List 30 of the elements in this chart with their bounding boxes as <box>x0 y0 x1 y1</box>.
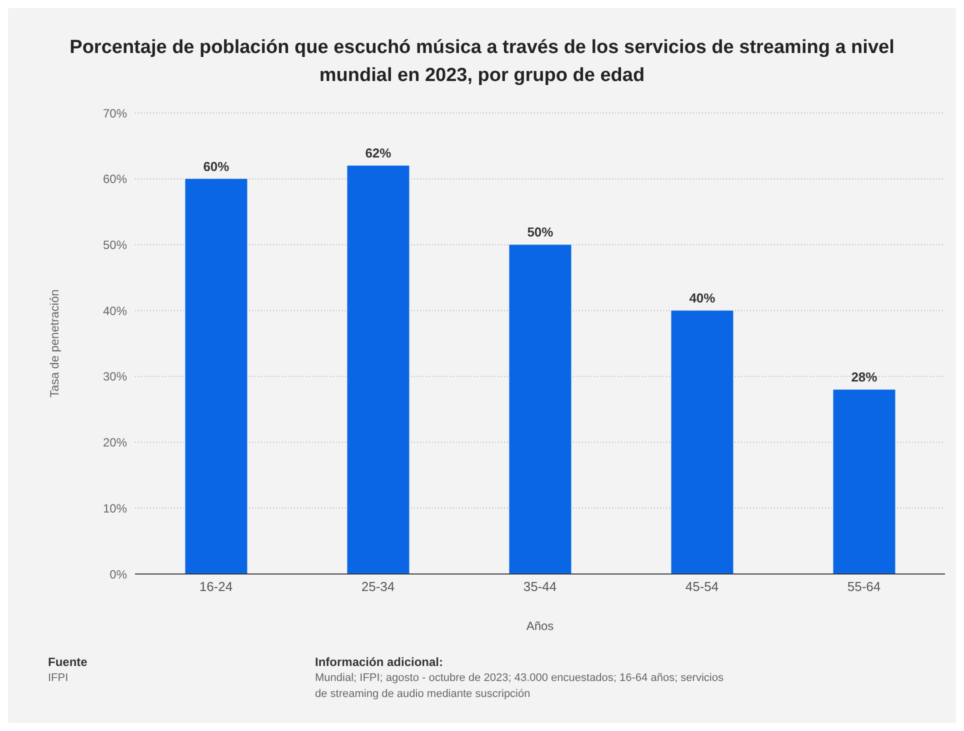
x-tick-label: 16-24 <box>199 579 233 594</box>
x-axis-title: Años <box>526 619 554 633</box>
text: Mundial; IFPI; agosto - octubre de 2023; 43.000 encuestados; 16-64 años; servicios de streaming de audio mediante suscripción <box>315 671 724 702</box>
x-tick-label: 35-44 <box>523 579 557 594</box>
data-label: 50% <box>527 224 554 240</box>
data-label: 28% <box>851 370 878 385</box>
text: Información adicional: <box>315 654 444 670</box>
data-label: 62% <box>365 146 392 161</box>
x-tick-label: 25-34 <box>361 579 395 594</box>
bar <box>185 178 248 574</box>
y-tick-label: 0% <box>110 567 128 582</box>
data-label: 60% <box>203 158 230 174</box>
chart-title: Porcentaje de población que escuchó música a través de los servicios de streaming a nivel mundial en 2023, por grupo de edad <box>68 36 896 88</box>
data-label: 40% <box>689 290 716 306</box>
bar <box>509 244 572 574</box>
bar <box>671 310 734 574</box>
y-axis-title: Tasa de penetración <box>47 289 62 398</box>
text: Fuente <box>48 654 88 670</box>
text: IFPI <box>48 671 70 686</box>
y-tick-label: 60% <box>102 172 128 186</box>
x-tick-label: 55-64 <box>847 579 881 594</box>
x-tick-label: 45-54 <box>685 579 719 594</box>
bar <box>347 166 410 574</box>
y-tick-label: 40% <box>102 304 128 318</box>
y-tick-label: 70% <box>102 106 128 120</box>
y-tick-label: 10% <box>102 501 128 516</box>
bar <box>833 390 896 574</box>
y-tick-label: 50% <box>102 238 128 252</box>
y-tick-label: 20% <box>102 436 128 450</box>
y-tick-label: 30% <box>102 370 128 384</box>
